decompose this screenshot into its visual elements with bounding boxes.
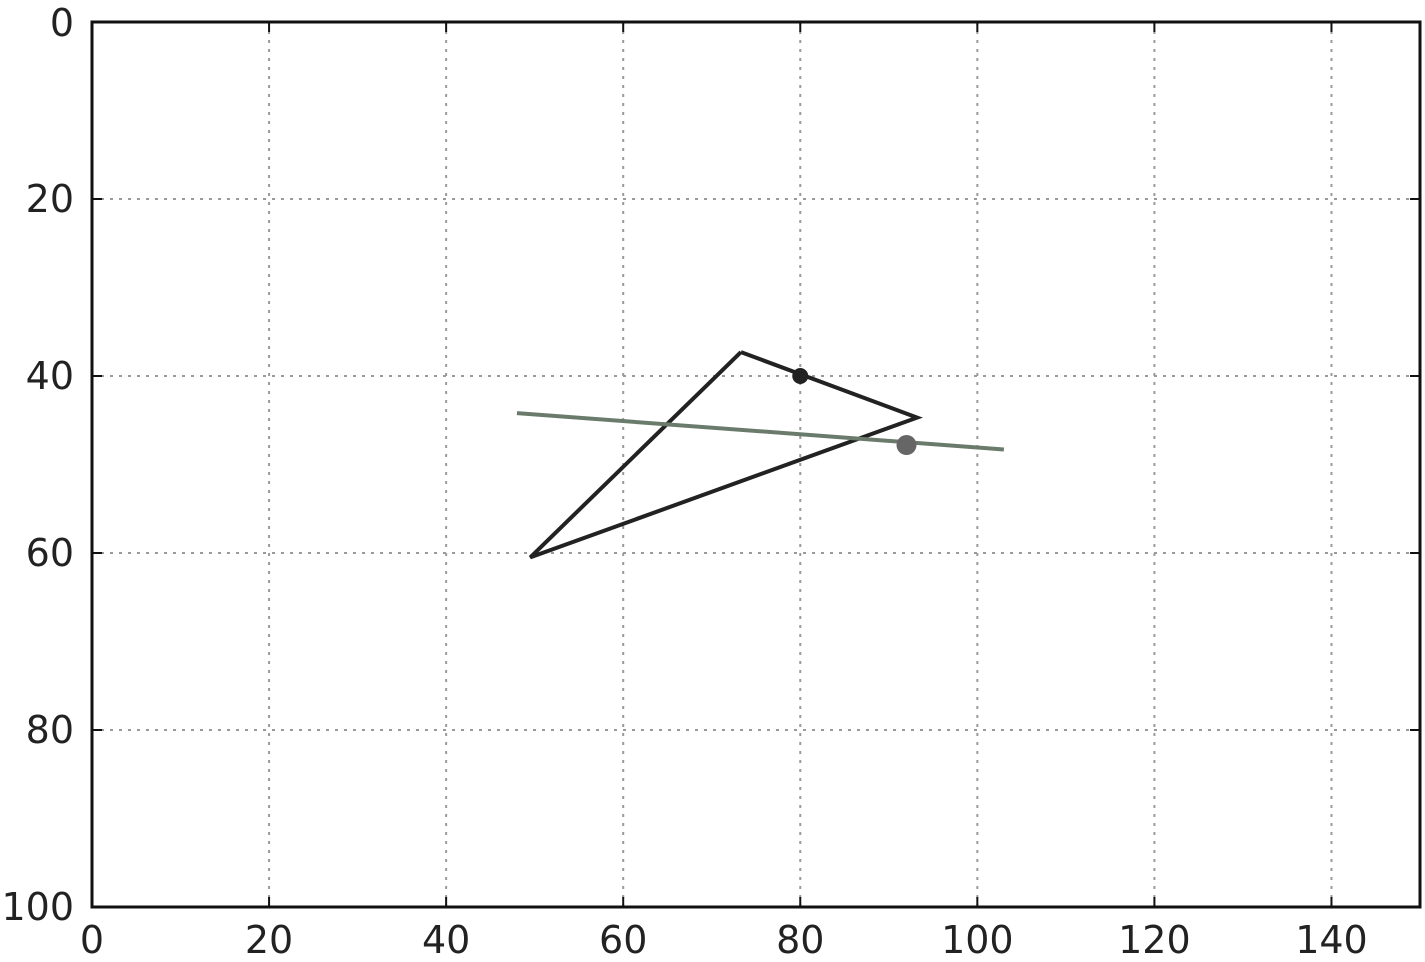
large-point-marker (896, 435, 917, 456)
x-tick-label: 60 (599, 918, 647, 957)
y-tick-label: 80 (26, 708, 74, 752)
y-tick-label: 100 (1, 885, 74, 929)
x-tick-label: 120 (1118, 918, 1191, 957)
x-tick-label: 80 (776, 918, 824, 957)
y-tick-label: 60 (26, 531, 74, 575)
x-axis: 0 20 40 60 80 100 120 140 (80, 22, 1368, 962)
x-tick-label: 140 (1295, 918, 1368, 957)
fit-line (516, 411, 1005, 452)
y-tick-label: 40 (26, 354, 74, 398)
series-layer (516, 350, 1005, 560)
x-tick-label: 100 (941, 918, 1014, 957)
x-tick-label: 0 (80, 918, 104, 957)
plot-frame (90, 20, 1422, 909)
small-point-marker (792, 368, 809, 384)
y-axis: 0 20 40 60 80 100 (1, 1, 1420, 929)
triangle-path (528, 350, 923, 560)
x-tick-label: 20 (245, 918, 293, 957)
grid (91, 21, 1420, 908)
y-tick-label: 20 (26, 177, 74, 221)
x-tick-label: 40 (422, 918, 470, 957)
y-tick-label: 0 (50, 1, 74, 45)
